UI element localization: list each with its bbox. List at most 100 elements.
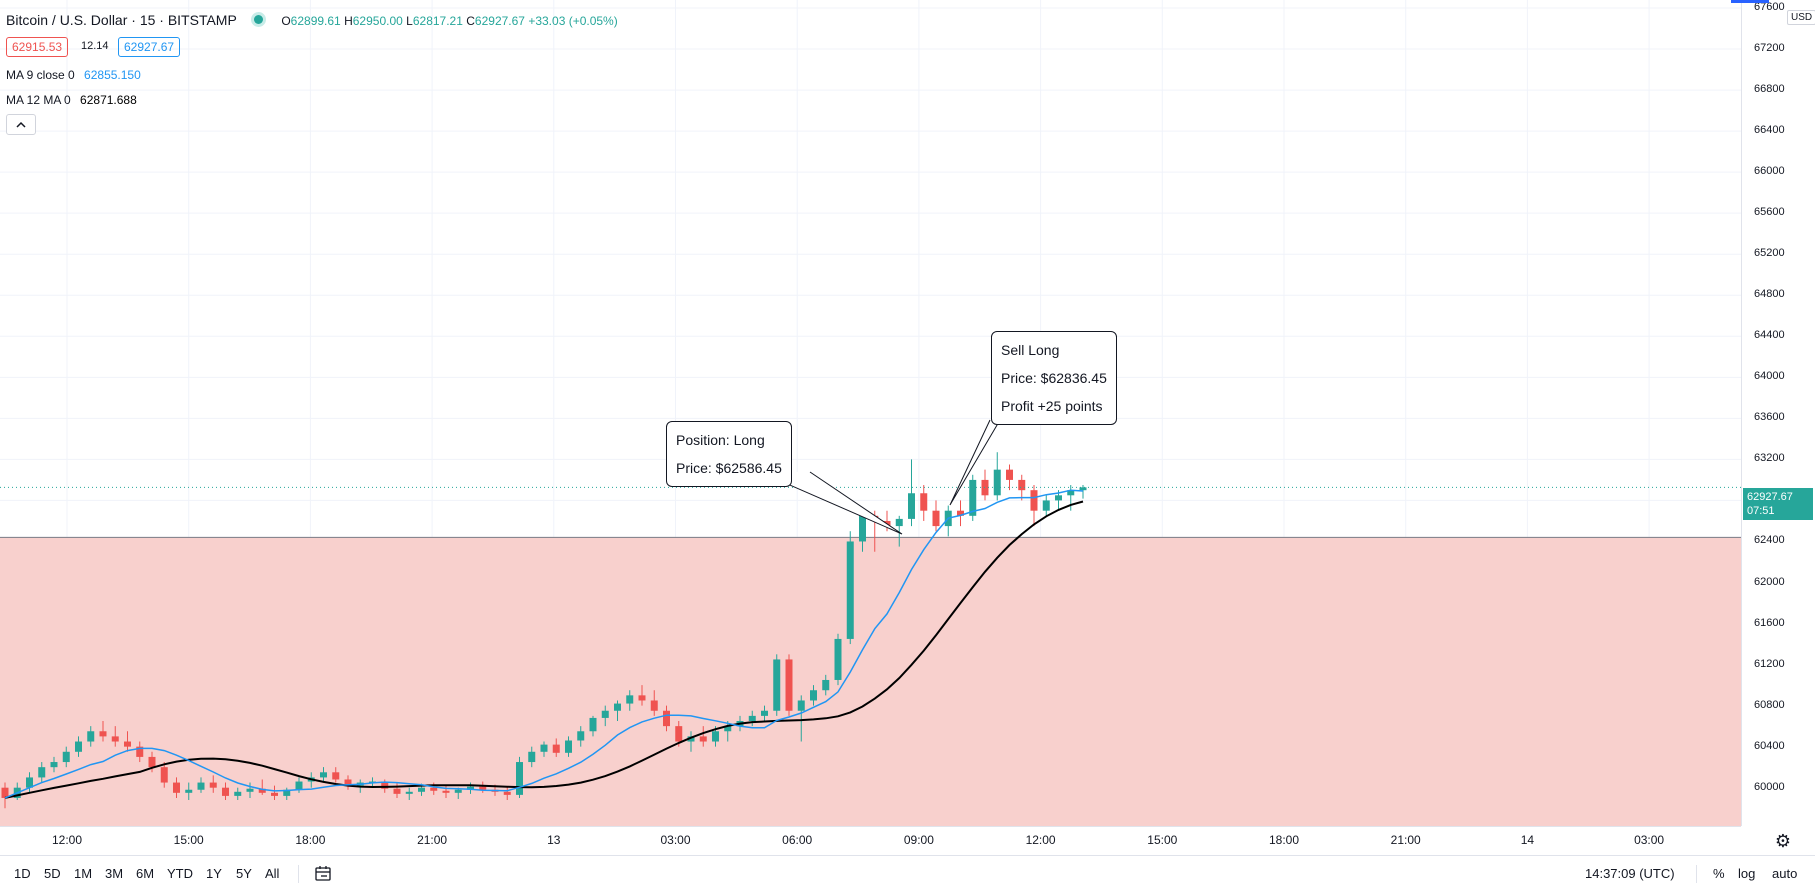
candle-body [908, 493, 915, 519]
price-axis-top-marker [1731, 0, 1769, 3]
time-tick-label: 21:00 [417, 833, 448, 847]
candle-body [418, 787, 425, 792]
price-tick-label: 63600 [1754, 411, 1785, 424]
high-value: 62950.00 [352, 14, 403, 28]
price-axis[interactable]: USD 60000 60400 60800 61200 61600 62000 62400 6… [1741, 0, 1815, 826]
price-tick-label: 60000 [1754, 780, 1785, 793]
candle-body [1042, 500, 1050, 511]
calendar-goto-icon[interactable] [313, 864, 333, 889]
price-tick-label: 60800 [1754, 698, 1785, 711]
time-tick-label: 03:00 [1634, 833, 1665, 847]
symbol-header: Bitcoin / U.S. Dollar · 15 · BITSTAMP O6… [6, 12, 618, 28]
candle-body [1030, 490, 1038, 511]
bottom-divider [298, 865, 299, 883]
range-all-button[interactable]: All [265, 866, 280, 881]
symbol-title[interactable]: Bitcoin / U.S. Dollar · 15 · BITSTAMP [6, 12, 237, 28]
candle-body [797, 700, 805, 711]
price-tick-label: 64800 [1754, 288, 1785, 301]
price-chart[interactable] [0, 0, 1741, 826]
ma12-line [4, 500, 1084, 799]
candle-body [552, 744, 560, 753]
close-value: 62927.67 [474, 14, 525, 28]
candle-body [761, 710, 768, 716]
range-5y-button[interactable]: 5Y [236, 866, 252, 881]
candle-body [810, 690, 817, 701]
range-1d-button[interactable]: 1D [14, 866, 31, 881]
position-annotation[interactable]: Position: Long Price: $62586.45 [666, 421, 792, 487]
candle-body [234, 791, 242, 796]
range-1y-button[interactable]: 1Y [206, 866, 222, 881]
price-tick-label: 60400 [1754, 739, 1785, 752]
candle-body [1, 787, 9, 798]
candle-body [638, 695, 646, 701]
time-tick-label: 09:00 [903, 833, 934, 847]
candle-body [540, 744, 548, 752]
candle-body [712, 731, 719, 742]
range-5d-button[interactable]: 5D [44, 866, 61, 881]
utc-clock[interactable]: 14:37:09 (UTC) [1585, 866, 1675, 881]
range-3m-button[interactable]: 3M [105, 866, 124, 881]
low-label: L [406, 14, 413, 28]
ask-price-button[interactable]: 62927.67 [118, 37, 181, 57]
countdown-value: 07:51 [1747, 505, 1775, 517]
candle-body [1055, 495, 1062, 501]
auto-scale-button[interactable]: auto [1772, 866, 1798, 881]
sell-annotation-line1: Sell Long [1001, 342, 1060, 358]
candle-body [271, 792, 278, 796]
low-value: 62817.21 [412, 14, 463, 28]
ma9-line [4, 489, 1084, 799]
candle-body [969, 479, 977, 516]
range-6m-button[interactable]: 6M [136, 866, 155, 881]
gear-icon[interactable]: ⚙ [1774, 831, 1792, 851]
indicator-ma12[interactable]: MA 12 MA 0 62871.688 [6, 93, 137, 107]
last-price-tag: 62927.67 07:51 [1743, 488, 1813, 520]
bottom-divider-right [1696, 865, 1697, 883]
candle-body [258, 788, 266, 793]
currency-label[interactable]: USD [1787, 10, 1815, 25]
candle-body [405, 791, 413, 794]
candle-body [75, 741, 82, 752]
time-tick-label: 15:00 [1147, 833, 1178, 847]
candle-body [62, 751, 70, 763]
candle-body [173, 782, 180, 793]
candle-body [516, 762, 523, 795]
position-zone [0, 537, 1741, 826]
price-tick-label: 66400 [1754, 124, 1785, 137]
candle-body [614, 703, 621, 711]
price-tick-label: 62000 [1754, 575, 1785, 588]
candle-body [601, 710, 609, 718]
range-1m-button[interactable]: 1M [74, 866, 93, 881]
log-scale-button[interactable]: log [1738, 866, 1756, 881]
time-axis[interactable]: ⚙ 12:00 15:00 18:00 21:00 13 03:00 06:00 09:00 1… [0, 826, 1791, 855]
price-tick-label: 65600 [1754, 206, 1785, 219]
candle-body [650, 700, 658, 711]
time-tick-label: 18:00 [295, 833, 326, 847]
range-ytd-button[interactable]: YTD [167, 866, 193, 881]
bid-price-button[interactable]: 62915.53 [6, 37, 69, 57]
chart-pane[interactable]: Bitcoin / U.S. Dollar · 15 · BITSTAMP O6… [0, 0, 1741, 826]
sell-annotation[interactable]: Sell Long Price: $62836.45 Profit +25 po… [991, 331, 1117, 425]
candle-body [87, 731, 95, 742]
time-tick-label: 21:00 [1390, 833, 1421, 847]
candle-body [185, 789, 193, 793]
candle-body [283, 789, 291, 796]
sell-annotation-line3: Profit +25 points [1001, 398, 1103, 414]
percent-scale-button[interactable]: % [1713, 866, 1725, 881]
price-tick-label: 64400 [1754, 329, 1785, 342]
candle-body [785, 659, 793, 711]
close-label: C [466, 14, 475, 28]
candle-body [1006, 469, 1013, 480]
candle-body [295, 781, 303, 790]
spread-value: 12.14 [81, 40, 109, 52]
position-annotation-line1: Position: Long [676, 432, 765, 448]
indicator-ma9[interactable]: MA 9 close 0 62855.150 [6, 68, 141, 82]
candle-body [895, 518, 903, 527]
chevron-up-icon[interactable] [6, 114, 36, 135]
candle-body [577, 731, 585, 741]
candle-body [834, 638, 842, 680]
time-tick-label: 03:00 [660, 833, 691, 847]
price-tick-label: 61200 [1754, 657, 1785, 670]
candle-body [920, 493, 928, 511]
candle-body [38, 767, 46, 778]
price-tick-label: 63200 [1754, 452, 1785, 465]
